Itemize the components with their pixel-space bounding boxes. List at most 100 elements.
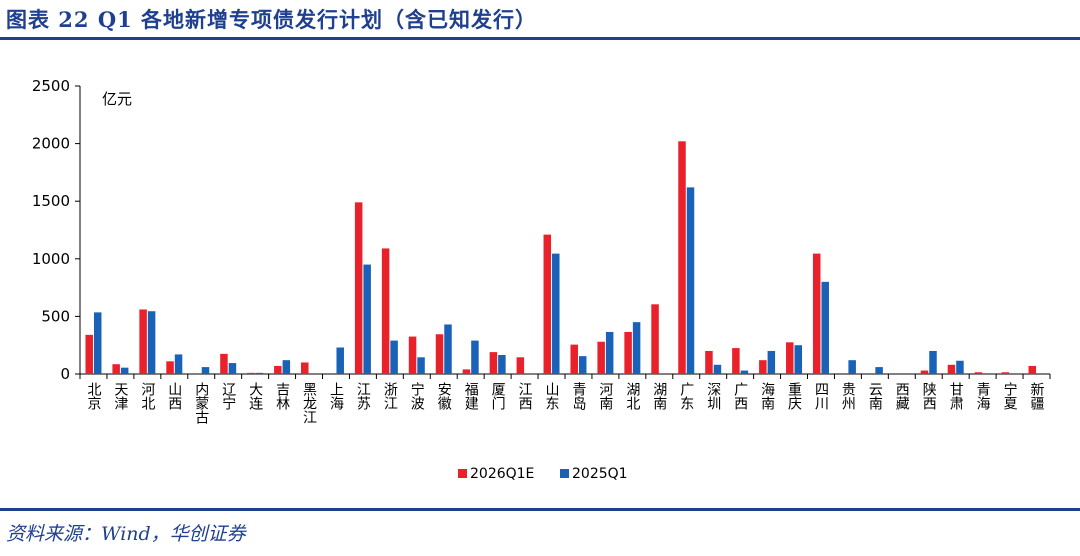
bar-2025q1-17 <box>552 253 560 374</box>
y-tick-label: 0 <box>60 365 70 383</box>
bar-2026q1e-24 <box>732 348 740 374</box>
bar-2026q1e-22 <box>678 141 686 374</box>
bar-2025q1-26 <box>794 345 803 374</box>
bar-2025q1-32 <box>956 360 964 374</box>
x-tick-label: 西藏 <box>894 382 910 410</box>
x-tick-label: 北京 <box>85 382 101 410</box>
bar-2026q1e-8 <box>301 362 309 374</box>
bar-2025q1-0 <box>93 312 102 374</box>
x-tick-label: 宁夏 <box>1002 381 1018 410</box>
bar-2026q1e-25 <box>759 360 767 374</box>
bar-2025q1-14 <box>471 340 479 374</box>
x-tick-label: 青海 <box>975 382 991 410</box>
bar-2025q1-1 <box>120 367 129 374</box>
bar-2025q1-20 <box>632 322 641 374</box>
bar-2025q1-10 <box>363 264 371 374</box>
legend-label: 2025Q1 <box>572 466 628 482</box>
y-tick-label: 2500 <box>32 77 70 95</box>
bar-2026q1e-10 <box>354 202 363 374</box>
bar-2026q1e-5 <box>220 353 228 374</box>
source-note: 资料来源：Wind，华创证券 <box>6 523 246 545</box>
x-tick-label: 陕西 <box>921 382 937 410</box>
bar-2025q1-27 <box>821 281 829 374</box>
bar-2026q1e-21 <box>651 304 659 374</box>
x-tick-label: 安徽 <box>436 382 452 410</box>
x-tick-label: 重庆 <box>786 382 802 410</box>
bar-2026q1e-20 <box>624 331 632 374</box>
x-tick-label: 甘肃 <box>948 382 964 410</box>
bar-2026q1e-15 <box>489 352 498 374</box>
bar-2026q1e-12 <box>408 336 417 374</box>
bar-2025q1-13 <box>444 324 452 374</box>
x-tick-label: 浙江 <box>382 382 398 410</box>
bar-2025q1-29 <box>875 367 883 374</box>
bar-2026q1e-1 <box>112 364 120 374</box>
bar-2026q1e-31 <box>920 370 929 374</box>
x-tick-label: 湖北 <box>624 382 640 411</box>
x-tick-label: 宁波 <box>409 381 425 410</box>
x-tick-label: 辽宁 <box>220 382 236 410</box>
figure-title: 图表 22 Q1 各地新增专项债发行计划（含已知发行） <box>6 7 538 32</box>
bar-2026q1e-32 <box>947 364 956 374</box>
bar-2025q1-7 <box>282 360 291 374</box>
x-tick-label: 青岛 <box>570 382 586 410</box>
bar-2026q1e-35 <box>1028 365 1037 374</box>
bar-2026q1e-6 <box>247 372 255 374</box>
bar-2026q1e-14 <box>462 369 471 374</box>
bar-2026q1e-0 <box>85 334 93 374</box>
bar-2026q1e-11 <box>381 248 390 374</box>
bar-2025q1-22 <box>686 187 695 374</box>
legend-swatch <box>560 469 569 478</box>
bar-2025q1-6 <box>255 372 264 374</box>
bar-2025q1-25 <box>767 350 776 374</box>
x-tick-label: 河北 <box>139 382 155 411</box>
bar-2026q1e-16 <box>516 357 525 374</box>
x-tick-label: 山东 <box>544 382 560 410</box>
x-tick-label: 河南 <box>597 382 613 410</box>
x-tick-label: 江苏 <box>355 382 371 411</box>
bar-2026q1e-33 <box>974 372 983 374</box>
x-tick-label: 山西 <box>166 382 182 410</box>
x-tick-label: 四川 <box>813 382 829 410</box>
bar-2026q1e-23 <box>705 350 713 374</box>
bar-2025q1-3 <box>174 354 183 374</box>
x-tick-label: 江西 <box>517 382 533 410</box>
x-tick-label: 吉林 <box>274 382 290 410</box>
bar-chart: 0 500 1000 1500 2000 2500 亿元北京 天津 河北 山西 内蒙古 辽宁 大连 吉林黑… <box>32 77 1051 482</box>
x-tick-label: 上海 <box>328 382 344 410</box>
x-tick-label: 湖南 <box>651 382 667 410</box>
bar-2026q1e-3 <box>166 361 174 374</box>
bar-2026q1e-17 <box>543 234 552 374</box>
y-tick-label: 1000 <box>32 250 70 268</box>
y-tick-label: 1500 <box>32 192 70 210</box>
bar-2025q1-4 <box>201 367 210 374</box>
bar-2026q1e-19 <box>597 341 605 374</box>
bar-2026q1e-2 <box>139 309 147 374</box>
bar-2026q1e-27 <box>812 253 821 374</box>
y-axis-unit-label: 亿元 <box>102 90 132 108</box>
x-tick-label: 海南 <box>759 382 775 410</box>
bar-2025q1-2 <box>147 311 156 374</box>
figure-header: 图表 22 Q1 各地新增专项债发行计划（含已知发行） <box>0 0 1080 40</box>
bar-2026q1e-7 <box>274 365 282 374</box>
bar-2025q1-9 <box>336 347 344 374</box>
x-tick-label: 天津 <box>112 382 128 410</box>
y-tick-label: 500 <box>41 307 70 325</box>
x-tick-label: 深圳 <box>705 382 721 410</box>
x-tick-label: 内蒙古 <box>193 382 209 424</box>
bar-2026q1e-13 <box>435 334 444 374</box>
bar-2025q1-23 <box>713 364 722 374</box>
x-tick-label: 大连 <box>247 382 263 411</box>
x-tick-label: 新疆 <box>1029 382 1045 410</box>
x-tick-label: 黑龙江 <box>301 382 317 424</box>
bar-2025q1-31 <box>929 350 937 374</box>
bar-2025q1-24 <box>740 370 749 374</box>
x-tick-label: 广东 <box>678 382 694 410</box>
x-tick-label: 贵州 <box>840 382 856 410</box>
x-tick-label: 福建 <box>463 382 479 411</box>
bar-2026q1e-18 <box>570 344 578 374</box>
bar-2025q1-12 <box>417 357 425 374</box>
bar-2026q1e-26 <box>786 342 794 374</box>
bar-2025q1-11 <box>390 340 398 374</box>
bar-2025q1-19 <box>605 331 614 374</box>
